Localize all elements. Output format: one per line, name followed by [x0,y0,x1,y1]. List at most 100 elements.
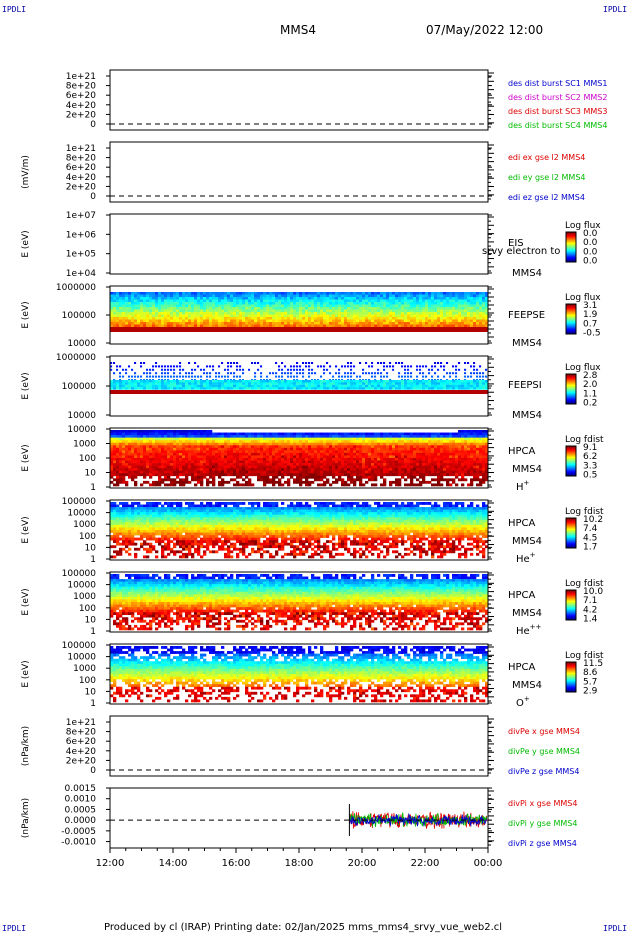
spectrogram-cell [293,327,297,332]
spectrogram-cell [422,299,426,303]
spectrogram-cell [155,460,159,464]
spectrogram-cell [266,447,270,451]
spectrogram-cell [263,312,267,315]
spectrogram-cell [299,480,303,484]
spectrogram-cell [455,294,459,298]
spectrogram-cell [125,460,129,464]
spectrogram-cell [269,297,273,300]
spectrogram-cell [383,387,387,390]
spectrogram-cell [248,432,252,436]
spectrogram-cell [467,380,471,383]
spectrogram-cell [260,317,264,320]
spectrogram-cell [329,384,333,388]
spectrogram-cell [299,463,303,466]
spectrogram-cell [128,384,132,388]
spectrogram-cell [296,375,299,378]
spectrogram-cell [386,382,390,385]
spectrogram-cell [173,294,177,298]
spectrogram-cell [182,447,186,451]
spectrogram-cell [311,460,315,464]
spectrogram-cell [479,319,483,323]
spectrogram-cell [329,455,333,459]
spectrogram-cell [242,470,246,474]
spectrogram-cell [419,317,423,320]
spectrogram-cell [242,468,246,472]
spectrogram-cell [251,442,255,446]
spectrogram-cell [446,312,450,315]
spectrogram-cell [248,450,252,454]
spectrogram-cell [320,387,324,390]
spectrogram-cell [362,302,366,305]
spectrogram-cell [305,450,309,454]
spectrogram-cell [392,304,396,308]
spectrogram-cell [143,297,147,300]
spectrogram-cell [242,324,246,328]
spectrogram-cell [404,372,407,375]
spectrogram-cell [203,299,207,303]
spectrogram-cell [119,312,123,315]
spectrogram-cell [134,324,138,328]
spectrogram-cell [299,445,303,449]
spectrogram-cell [143,442,147,446]
spectrogram-cell [197,442,201,446]
spectrogram-cell [245,468,249,472]
spectrogram-cell [227,450,231,454]
spectrogram-cell [332,437,336,441]
spectrogram-cell [221,452,225,456]
spectrogram-cell [473,327,477,332]
spectrogram-cell [113,319,117,323]
spectrogram-cell [158,440,162,444]
spectrogram-cell [149,297,153,300]
spectrogram-cell [320,312,324,315]
spectrogram-cell [158,460,162,464]
spectrogram-cell [134,430,138,433]
spectrogram-cell [236,470,240,474]
spectrogram-cell [206,365,209,368]
spectrogram-cell [467,375,470,378]
spectrogram-cell [212,368,215,371]
spectrogram-cell [197,478,201,482]
spectrogram-cell [350,297,354,300]
spectrogram-cell [410,292,414,295]
spectrogram-cell [302,324,306,328]
colorbar-cell [566,240,576,242]
spectrogram-cell [437,380,441,383]
spectrogram-cell [176,322,180,325]
legend-entry: des dist burst SC2 MMS2 [508,93,607,102]
spectrogram-cell [290,368,293,371]
spectrogram-cell [341,297,345,300]
spectrogram-cell [182,452,186,456]
spectrogram-cell [194,455,198,459]
spectrogram-cell [284,372,287,375]
spectrogram-cell [269,317,273,320]
spectrogram-cell [224,470,228,474]
spectrogram-cell [182,294,186,298]
spectrogram-cell [239,463,243,466]
spectrogram-cell [323,299,327,303]
spectrogram-cell [479,307,483,310]
spectrogram-cell [476,304,480,308]
spectrogram-cell [389,302,393,305]
spectrogram-cell [152,465,156,469]
spectrogram-cell [332,387,336,390]
spectrogram-cell [449,382,453,385]
spectrogram-cell [122,304,126,308]
spectrogram-cell [143,447,147,451]
spectrogram-cell [188,445,192,449]
spectrogram-cell [113,430,117,433]
spectrogram-cell [407,372,410,375]
spectrogram-cell [326,465,330,469]
spectrogram-cell [257,317,261,320]
spectrogram-cell [191,380,195,383]
spectrogram-cell [350,314,354,318]
spectrogram-cell [395,380,399,383]
spectrogram-cell [458,322,462,325]
spectrogram-cell [341,447,345,451]
spectrogram-cell [323,314,327,318]
spectrogram-cell [323,442,327,446]
spectrogram-cell [302,475,306,479]
spectrogram-cell [113,465,117,469]
spectrogram-cell [464,319,468,323]
spectrogram-cell [152,447,156,451]
spectrogram-cell [458,292,462,295]
